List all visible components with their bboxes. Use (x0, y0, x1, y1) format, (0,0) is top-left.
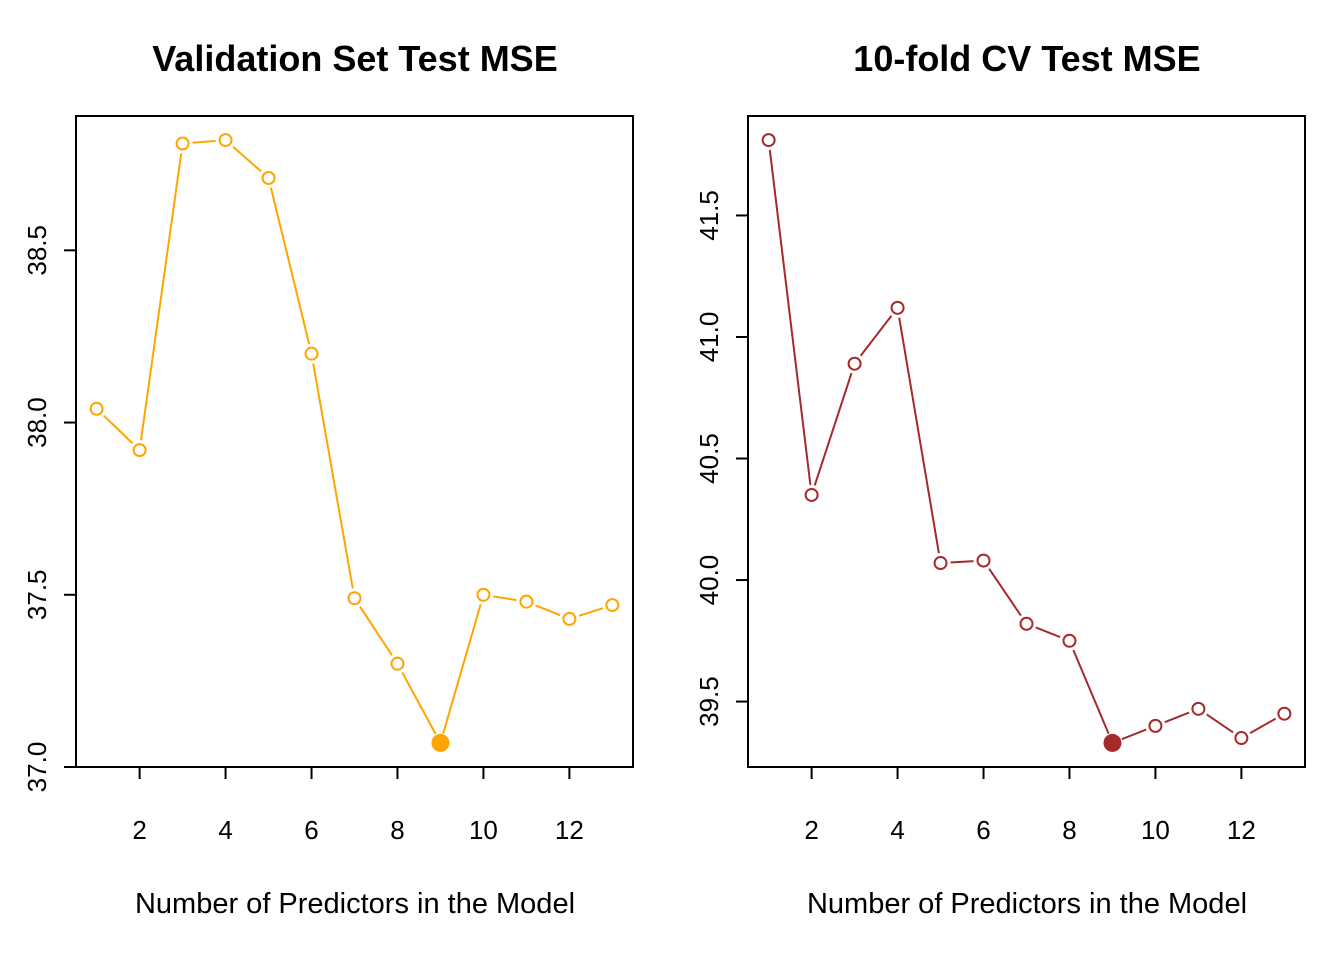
series-line-segment (442, 604, 482, 734)
series-line-segment (768, 149, 812, 486)
data-point (847, 356, 862, 371)
y-tick-label: 41.0 (694, 312, 724, 363)
y-tick-label: 37.0 (22, 742, 52, 793)
series-line-segment (1249, 717, 1277, 734)
min-point-highlight (431, 733, 450, 752)
data-point (1277, 706, 1292, 721)
data-point (976, 553, 991, 568)
series-line-segment (813, 372, 853, 486)
y-tick-label: 37.5 (22, 569, 52, 620)
data-point (347, 591, 362, 606)
series-line-segment (1121, 728, 1147, 741)
x-tick-label: 12 (1227, 815, 1256, 845)
min-point-highlight (1103, 733, 1122, 752)
data-point (605, 598, 620, 613)
data-point (261, 171, 276, 185)
x-tick-label: 6 (304, 815, 318, 845)
data-point (1148, 718, 1163, 733)
series-line-segment (493, 595, 517, 602)
x-tick-label: 12 (555, 815, 584, 845)
series-validation (89, 133, 620, 752)
data-point (933, 556, 948, 571)
data-point (562, 611, 577, 626)
x-tick-label: 4 (890, 815, 904, 845)
y-tick-label: 41.5 (694, 190, 724, 241)
data-point (218, 133, 233, 148)
series-line-segment (312, 363, 354, 589)
data-point (1191, 701, 1206, 716)
x-tick-label: 10 (1141, 815, 1170, 845)
x-tick-label: 10 (469, 815, 498, 845)
series-line-segment (103, 414, 134, 444)
data-point (1062, 633, 1077, 648)
chart-title-validation: Validation Set Test MSE (152, 38, 557, 79)
series-line-segment (1035, 626, 1061, 639)
data-point (476, 587, 491, 602)
y-tick-label: 39.5 (694, 676, 724, 727)
data-point (761, 133, 776, 148)
y-tick-label: 40.5 (694, 433, 724, 484)
data-point (89, 401, 104, 416)
chart-title-cv: 10-fold CV Test MSE (853, 38, 1200, 79)
series-line-segment (269, 187, 311, 345)
x-tick-label: 4 (218, 815, 232, 845)
series-line-segment (950, 560, 974, 564)
data-point (890, 300, 905, 315)
data-point (304, 346, 319, 361)
series-line-segment (1072, 649, 1110, 735)
panel-validation: Validation Set Test MSE 37.0 37.5 38.0 38.5… (22, 38, 634, 920)
data-point (804, 487, 819, 502)
x-tick-label: 2 (132, 815, 146, 845)
series-line-segment (988, 568, 1022, 617)
series-line-segment (401, 671, 437, 735)
y-axis-cv: 39.5 40.0 40.5 41.0 41.5 (694, 190, 749, 727)
x-axis-validation: 2 4 6 8 10 12 (132, 766, 584, 845)
y-tick-label: 40.0 (694, 555, 724, 606)
y-tick-label: 38.5 (22, 225, 52, 276)
x-axis-cv: 2 4 6 8 10 12 (804, 766, 1256, 845)
x-tick-label: 8 (390, 815, 404, 845)
plot-frame-cv (747, 115, 1306, 768)
data-point (132, 443, 147, 458)
series-line-segment (1206, 713, 1234, 734)
series-line-segment (192, 139, 216, 144)
x-tick-label: 2 (804, 815, 818, 845)
y-axis-validation: 37.0 37.5 38.0 38.5 (22, 225, 77, 793)
x-axis-label-validation: Number of Predictors in the Model (135, 888, 575, 920)
x-axis-label-cv: Number of Predictors in the Model (807, 888, 1247, 920)
y-tick-label: 38.0 (22, 397, 52, 448)
series-line-segment (578, 607, 604, 617)
x-tick-label: 6 (976, 815, 990, 845)
series-line-segment (232, 145, 262, 173)
data-point (175, 136, 190, 151)
data-point (390, 656, 405, 671)
series-line-segment (1164, 711, 1190, 724)
series-line-segment (898, 317, 940, 554)
series-line-segment (535, 604, 561, 617)
x-tick-label: 8 (1062, 815, 1076, 845)
series-line-segment (359, 606, 393, 656)
series-cv (761, 133, 1292, 752)
series-line-segment (859, 315, 893, 357)
data-point (519, 594, 534, 609)
plot-frame-validation (75, 115, 634, 768)
panel-cv: 10-fold CV Test MSE 39.5 40.0 40.5 41.0 41.5… (694, 38, 1306, 920)
data-point (1234, 731, 1249, 746)
series-line-segment (140, 153, 183, 441)
data-point (1019, 616, 1034, 631)
